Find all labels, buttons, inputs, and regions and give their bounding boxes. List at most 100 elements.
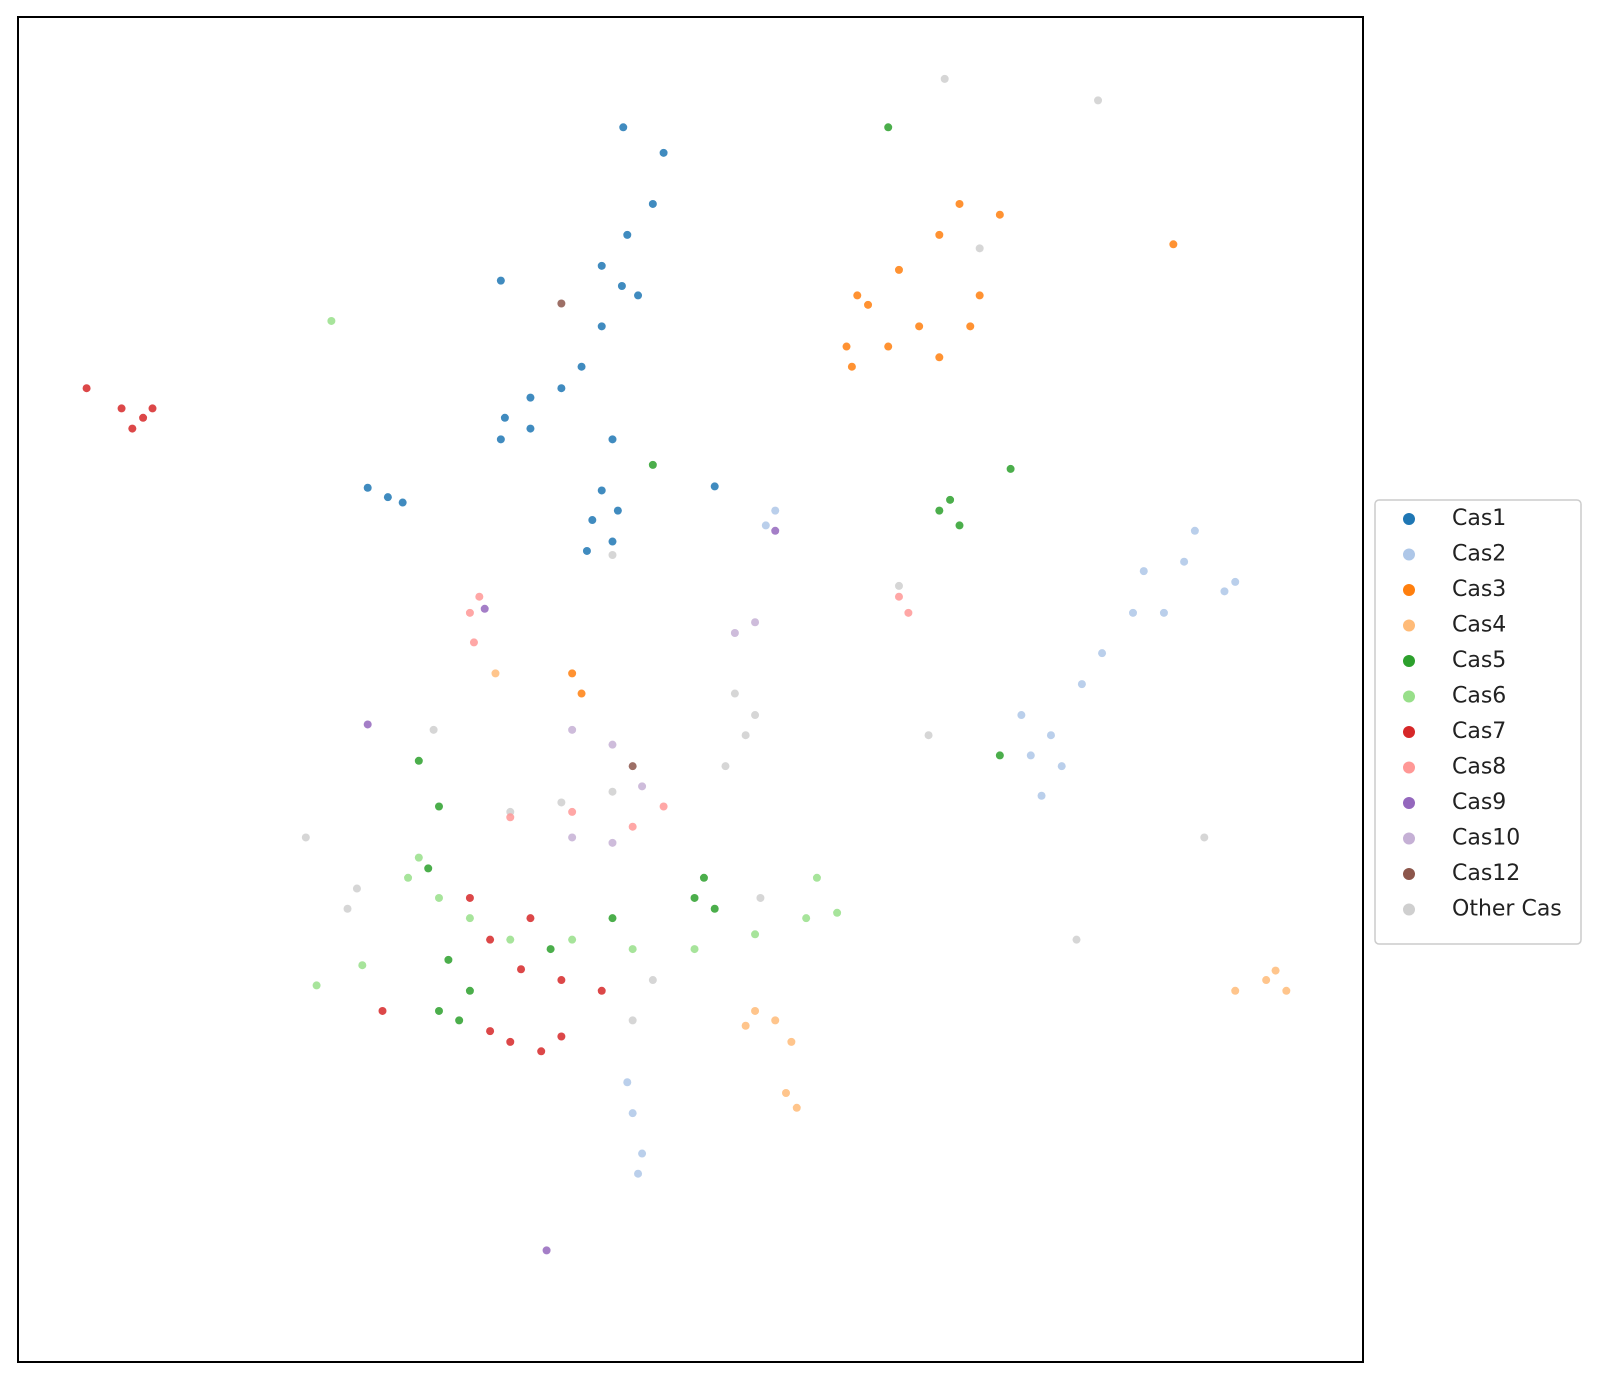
point: [82, 384, 91, 393]
legend-marker: [1403, 584, 1415, 596]
point: [1037, 791, 1046, 800]
point: [751, 618, 760, 627]
point: [1046, 731, 1055, 740]
legend-marker: [1403, 868, 1415, 880]
point: [517, 965, 526, 974]
point: [1159, 608, 1168, 617]
legend-label: Cas7: [1452, 719, 1506, 744]
point: [1231, 986, 1240, 995]
point: [557, 1032, 566, 1041]
point: [537, 1047, 546, 1056]
point: [628, 1109, 637, 1118]
point: [946, 495, 955, 504]
point: [455, 1016, 464, 1025]
legend-marker: [1403, 797, 1415, 809]
legend-marker: [1403, 548, 1415, 561]
point: [506, 935, 515, 944]
point: [434, 1006, 443, 1015]
legend-label: Cas5: [1452, 648, 1506, 673]
legend: Cas1 Cas2 Cas3 Cas4 Cas5 Cas6 Cas7 Cas8 Cas9 Cas1…: [1374, 499, 1582, 945]
legend-marker: [1403, 690, 1415, 703]
plot-frame: [17, 16, 1364, 1363]
point: [613, 506, 622, 515]
point: [434, 893, 443, 902]
point: [628, 762, 637, 771]
point: [568, 669, 577, 678]
point: [690, 945, 699, 954]
point: [699, 873, 708, 882]
point: [894, 581, 903, 590]
point: [568, 807, 577, 816]
point: [1180, 557, 1189, 566]
point: [506, 1037, 515, 1046]
point: [486, 1027, 495, 1036]
point: [588, 516, 597, 525]
point: [894, 592, 903, 601]
point: [638, 1149, 647, 1158]
point: [465, 914, 474, 923]
point: [139, 413, 148, 422]
legend-marker: [1403, 513, 1415, 525]
point: [955, 199, 964, 208]
point: [1006, 464, 1015, 473]
legend-label: Cas6: [1452, 684, 1506, 709]
legend-label: Cas8: [1452, 755, 1506, 780]
point: [955, 521, 964, 530]
point: [1200, 833, 1209, 842]
point: [1262, 976, 1271, 985]
point: [1072, 935, 1081, 944]
point: [526, 424, 535, 433]
point: [608, 838, 617, 847]
point: [506, 813, 515, 822]
point: [496, 276, 505, 285]
point: [730, 629, 739, 638]
point: [915, 322, 924, 331]
point: [1129, 608, 1138, 617]
point: [414, 853, 423, 862]
point: [648, 460, 657, 469]
point: [475, 592, 484, 601]
point: [853, 291, 862, 300]
point: [924, 731, 933, 740]
point: [638, 782, 647, 791]
point: [628, 1016, 637, 1025]
point: [352, 884, 361, 893]
point: [301, 833, 310, 842]
point: [1169, 240, 1178, 249]
point: [1017, 711, 1026, 720]
point: [904, 608, 913, 617]
point: [1026, 751, 1035, 760]
legend-marker: [1403, 655, 1415, 667]
point: [995, 751, 1004, 760]
point: [623, 1078, 632, 1087]
point: [491, 669, 500, 678]
point: [781, 1089, 790, 1097]
point: [975, 291, 984, 300]
point: [363, 720, 372, 729]
point: [771, 1016, 780, 1025]
point: [721, 762, 730, 771]
point: [966, 322, 975, 331]
point: [761, 521, 770, 530]
point: [847, 362, 856, 371]
point: [884, 123, 893, 132]
point: [608, 787, 617, 796]
point: [634, 291, 643, 300]
point: [577, 689, 586, 698]
point: [546, 945, 555, 954]
legend-label: Other Cas: [1452, 897, 1562, 922]
point: [833, 908, 842, 917]
point: [1220, 587, 1229, 596]
point: [787, 1037, 796, 1046]
legend-marker: [1403, 903, 1415, 916]
point: [771, 526, 780, 535]
points: [82, 74, 1291, 1255]
point: [628, 945, 637, 954]
point: [597, 322, 606, 331]
point: [542, 1246, 551, 1255]
point: [378, 1006, 387, 1015]
point: [343, 904, 352, 913]
point: [557, 976, 566, 985]
